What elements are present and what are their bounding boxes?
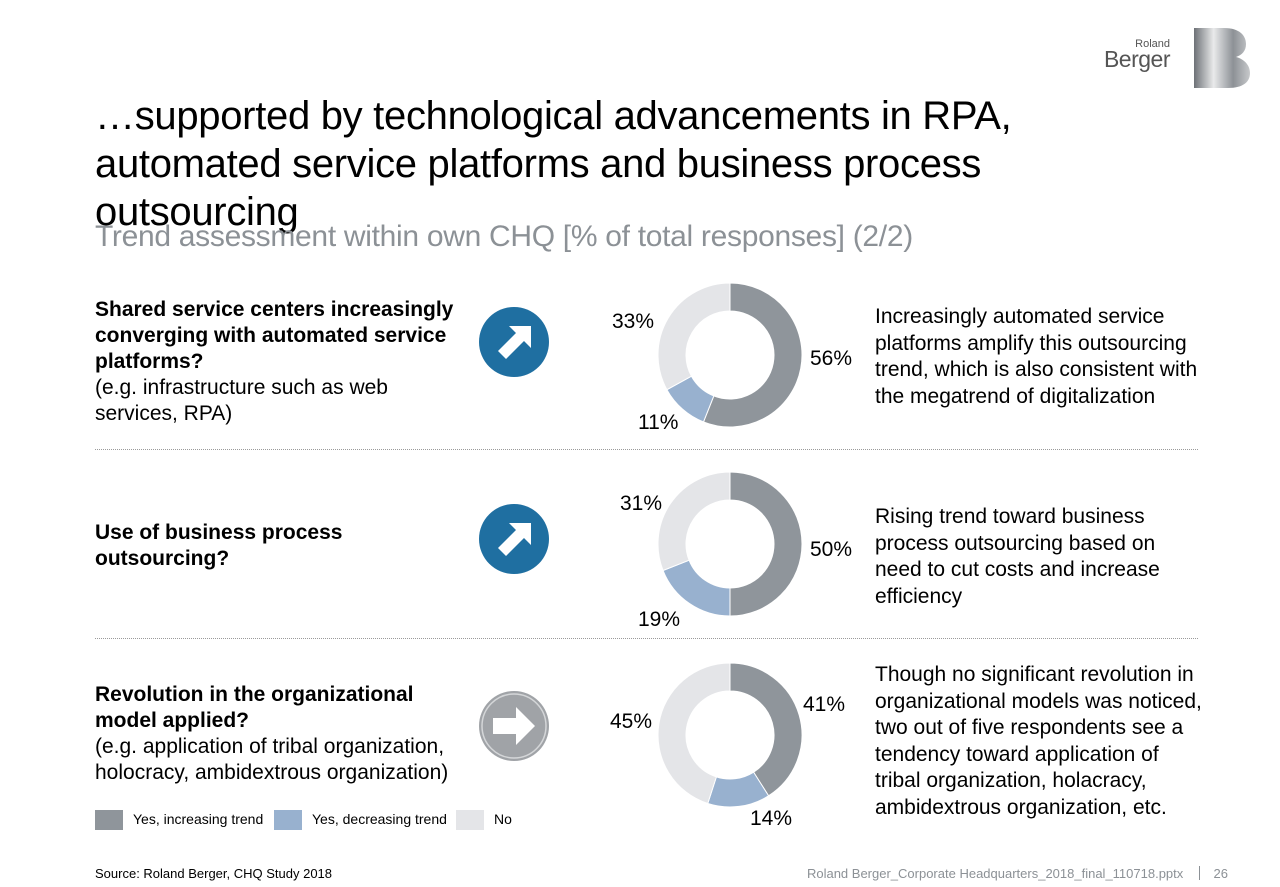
question-1: Shared service centers increasingly conv… bbox=[95, 297, 465, 427]
row-2-label-yes-increasing: 50% bbox=[810, 538, 853, 561]
row-2-label-no: 31% bbox=[620, 492, 663, 515]
roland-berger-logo: Roland Berger bbox=[1090, 28, 1250, 90]
question-3-bold: Revolution in the organizational model a… bbox=[95, 683, 414, 732]
row-3-label-yes-decreasing: 14% bbox=[750, 807, 793, 830]
question-1-bold: Shared service centers increasingly conv… bbox=[95, 298, 454, 373]
row-divider-2 bbox=[95, 638, 1198, 639]
logo-text-berger: Berger bbox=[1103, 46, 1171, 72]
logo-b-icon bbox=[1194, 28, 1250, 88]
row-1-label-yes-increasing: 56% bbox=[810, 347, 853, 370]
donut-2-slice-yes-increasing bbox=[729, 471, 803, 617]
donut-3-slice-no bbox=[657, 662, 731, 805]
footer-separator bbox=[1198, 866, 1200, 880]
donut-2-slice-no bbox=[657, 471, 731, 572]
footer-file-name: Roland Berger_Corporate Headquarters_201… bbox=[807, 866, 1228, 881]
donut-1-slice-yes-increasing bbox=[702, 282, 803, 428]
logo-text-roland: Roland bbox=[1135, 38, 1170, 50]
comment-3: Though no significant revolution in orga… bbox=[875, 663, 1202, 819]
donut-3-slice-yes-increasing bbox=[729, 662, 803, 797]
donut-1-slice-no bbox=[657, 282, 731, 391]
row-1-label-no: 33% bbox=[612, 310, 655, 333]
row-divider-1 bbox=[95, 449, 1198, 450]
legend-swatch-yes-decreasing bbox=[274, 810, 302, 830]
legend-label-yes-increasing: Yes, increasing trend bbox=[133, 811, 264, 827]
comment-2: Rising trend toward business process out… bbox=[875, 505, 1160, 608]
question-2-bold: Use of business process outsourcing? bbox=[95, 521, 343, 570]
legend-swatch-yes-increasing bbox=[95, 810, 123, 830]
question-3-note: (e.g. application of tribal organization… bbox=[95, 735, 449, 784]
row-3-label-no: 45% bbox=[610, 710, 653, 733]
comment-1: Increasingly automated service platforms… bbox=[875, 305, 1198, 408]
legend-swatch-no bbox=[456, 810, 484, 830]
row-3-label-yes-increasing: 41% bbox=[803, 693, 846, 716]
question-1-note: (e.g. infrastructure such as web service… bbox=[95, 376, 388, 425]
donut-chart-2 bbox=[657, 471, 803, 617]
donut-chart-3 bbox=[657, 662, 803, 808]
row-2-label-yes-decreasing: 19% bbox=[638, 608, 681, 631]
page-title: …supported by technological advancements… bbox=[95, 94, 1012, 234]
arrow-up-right-icon bbox=[479, 504, 549, 574]
arrow-up-right-icon bbox=[479, 307, 549, 377]
page-subtitle: Trend assessment within own CHQ [% of to… bbox=[95, 220, 913, 253]
question-3: Revolution in the organizational model a… bbox=[95, 682, 465, 786]
page-number: 26 bbox=[1213, 866, 1228, 881]
source-note: Source: Roland Berger, CHQ Study 2018 bbox=[95, 866, 333, 881]
arrow-right-icon bbox=[479, 691, 549, 761]
question-2: Use of business process outsourcing? bbox=[95, 520, 465, 572]
legend-label-no: No bbox=[494, 811, 512, 827]
legend-label-yes-decreasing: Yes, decreasing trend bbox=[312, 811, 447, 827]
donut-chart-1 bbox=[657, 282, 803, 428]
footer-file-text: Roland Berger_Corporate Headquarters_201… bbox=[806, 866, 1184, 881]
row-1-label-yes-decreasing: 11% bbox=[638, 411, 679, 434]
